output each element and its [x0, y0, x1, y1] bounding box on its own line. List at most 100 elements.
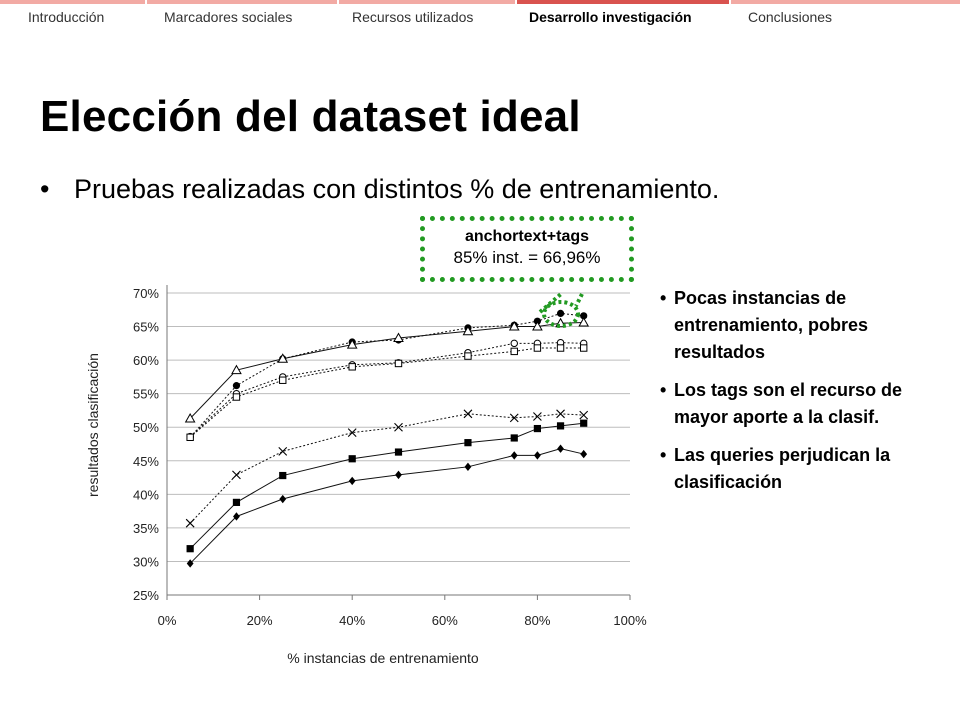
series-line [189, 322, 584, 419]
data-point [395, 470, 402, 480]
data-point [533, 412, 542, 421]
data-point [510, 347, 518, 356]
y-tick-label: 40% [133, 487, 159, 502]
nav-item-recursos-utilizados[interactable]: Recursos utilizados [352, 9, 474, 25]
data-point [279, 376, 287, 384]
data-point [279, 471, 287, 480]
data-point [232, 382, 241, 390]
y-tick-label: 25% [133, 588, 159, 603]
data-point [580, 312, 588, 320]
data-point [184, 412, 196, 423]
data-point [510, 451, 518, 460]
note-text: Los tags son el recurso de mayor aporte … [674, 380, 903, 427]
x-tick-label: 80% [524, 613, 550, 628]
nav-item-desarrollo-investigacion[interactable]: Desarrollo investigación [529, 9, 692, 25]
nav-item-conclusiones[interactable]: Conclusiones [748, 9, 833, 25]
data-point [279, 494, 287, 504]
data-point [186, 545, 194, 553]
note-text: Las queries perjudican la clasificación [674, 445, 891, 492]
data-point [533, 424, 541, 433]
data-point [463, 409, 473, 419]
callout-title: anchortext+tags [464, 228, 590, 245]
data-point [185, 518, 195, 528]
data-point [464, 352, 472, 360]
side-note: • Pocas instancias de entrenamiento, pobr… [660, 285, 950, 366]
data-point [556, 309, 565, 318]
nav-progress-bar-3 [339, 0, 515, 4]
data-point [232, 470, 241, 480]
series-line [189, 342, 584, 437]
side-note: • Las queries perjudican la clasificación [660, 442, 950, 496]
highlight-ellipse [542, 300, 580, 328]
y-axis-title: resultados clasificación [85, 353, 101, 497]
x-axis-title: % instancias de entrenamiento [287, 650, 479, 666]
callout-arrow-right [574, 293, 584, 307]
x-tick-label: 0% [158, 613, 177, 628]
data-point [464, 439, 472, 447]
data-point [394, 448, 403, 456]
data-point [510, 434, 518, 442]
data-point [578, 317, 590, 327]
data-point [348, 455, 356, 463]
note-bullet: • [660, 445, 667, 465]
y-tick-label: 50% [133, 420, 159, 435]
page-title: Elección del dataset ideal [40, 92, 581, 141]
y-tick-label: 45% [133, 454, 159, 469]
data-point [394, 359, 403, 368]
callout-arrow-left [538, 292, 563, 314]
nav-progress-bar-4 [517, 0, 729, 4]
series-line [189, 312, 584, 438]
data-point [277, 353, 289, 363]
data-point [579, 410, 589, 420]
series-line [189, 347, 584, 438]
data-point [348, 476, 356, 486]
series-line [189, 422, 584, 550]
data-point [393, 332, 404, 342]
chart-axes [166, 285, 631, 600]
y-tick-label: 55% [133, 387, 159, 402]
nav-progress-bar-2 [147, 0, 337, 4]
callout-value: 85% inst. = 66,96% [453, 248, 601, 267]
data-point [394, 422, 403, 432]
y-tick-label: 35% [133, 521, 159, 536]
data-point [232, 498, 241, 506]
side-notes: • Pocas instancias de entrenamiento, pobr… [660, 285, 950, 507]
y-tick-label: 70% [133, 286, 159, 301]
series-line [189, 413, 584, 524]
data-point [580, 344, 588, 352]
data-point [534, 451, 541, 460]
side-note: • Los tags son el recurso de mayor aporte… [660, 377, 950, 431]
data-point [186, 559, 194, 568]
highlight-callout: anchortext+tags 85% inst. = 66,96% [420, 216, 634, 282]
data-point [556, 344, 565, 352]
data-point [232, 393, 241, 401]
data-point [231, 364, 242, 375]
nav-progress-bar-1 [0, 0, 145, 4]
data-point [346, 339, 358, 349]
nav-item-introduccion[interactable]: Introducción [28, 9, 105, 25]
y-tick-label: 65% [133, 320, 159, 335]
data-point [556, 409, 565, 419]
note-bullet: • [660, 380, 667, 400]
chart-series [184, 309, 590, 568]
data-point [556, 422, 565, 430]
main-bullet: • Pruebas realizadas con distintos % de e… [40, 174, 719, 205]
series-line [189, 448, 584, 564]
data-point [580, 419, 588, 427]
data-point [186, 433, 194, 441]
data-point [278, 446, 288, 456]
data-point [509, 413, 519, 423]
data-point [348, 363, 356, 371]
data-point [464, 462, 472, 472]
data-point [233, 512, 240, 521]
main-bullet-text: Pruebas realizadas con distintos % de en… [74, 174, 720, 204]
bullet-dot: • [40, 174, 50, 204]
note-text: Pocas instancias de entrenamiento, pobre… [674, 288, 869, 362]
nav-item-marcadores-sociales[interactable]: Marcadores sociales [164, 9, 293, 25]
data-point [462, 325, 474, 336]
y-tick-label: 60% [133, 353, 159, 368]
chart-tick-labels: 25% 30% 35% 40% 45% 50% 55% 60% 65% 70% 0% 20% 40% 60… [133, 286, 647, 628]
x-tick-label: 40% [339, 613, 365, 628]
data-point [557, 444, 564, 453]
